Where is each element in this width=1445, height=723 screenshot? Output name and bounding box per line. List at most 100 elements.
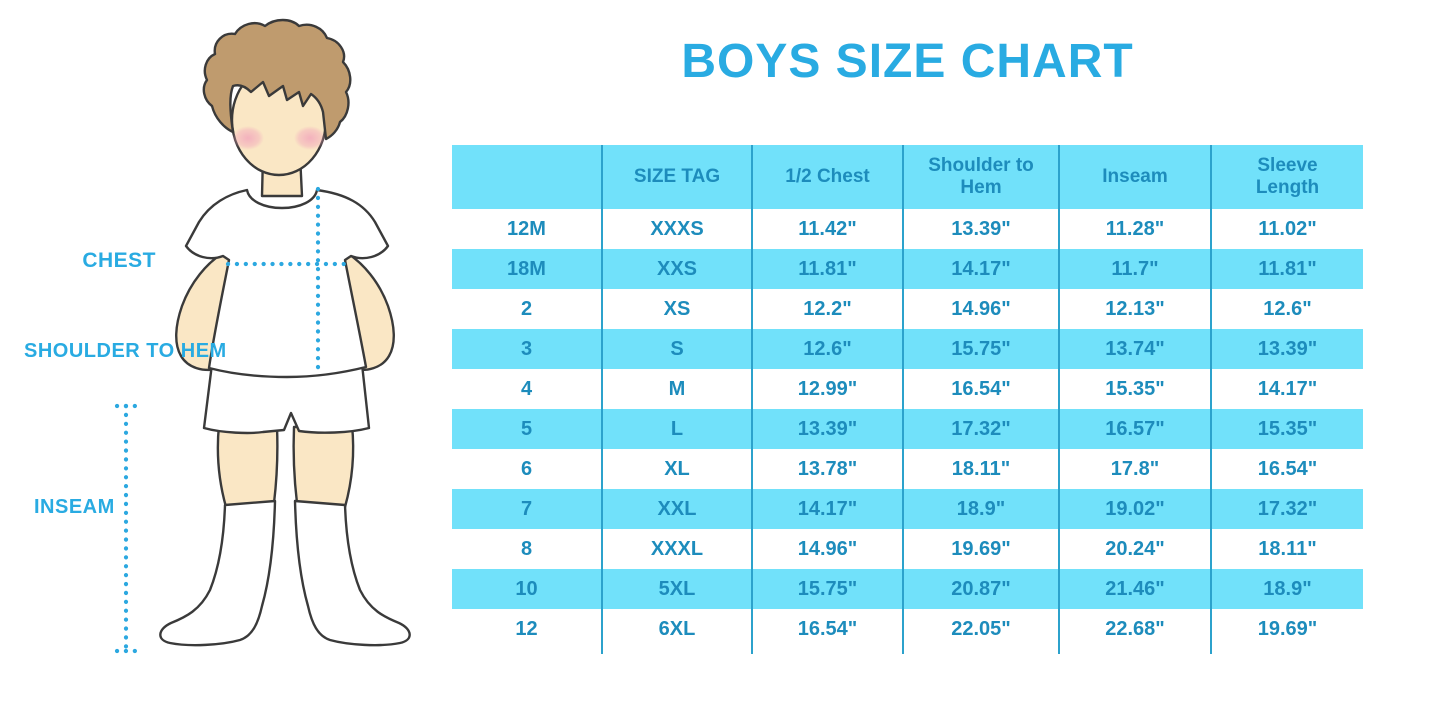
value-cell: 18.9": [902, 489, 1059, 529]
value-cell: 16.54": [751, 609, 903, 649]
value-cell: 12.6": [751, 329, 903, 369]
value-cell: 6XL: [601, 609, 752, 649]
value-cell: 15.35": [1210, 409, 1363, 449]
value-cell: 18.11": [1210, 529, 1363, 569]
value-cell: 15.35": [1058, 369, 1211, 409]
value-cell: 5XL: [601, 569, 752, 609]
boy-right-leg: [292, 423, 355, 509]
value-cell: 22.68": [1058, 609, 1211, 649]
value-cell: 12.99": [751, 369, 903, 409]
value-cell: 11.28": [1058, 209, 1211, 249]
size-cell: 6: [452, 449, 602, 489]
size-cell: 5: [452, 409, 602, 449]
value-cell: 14.17": [902, 249, 1059, 289]
value-cell: 12.6": [1210, 289, 1363, 329]
value-cell: XL: [601, 449, 752, 489]
value-cell: XXL: [601, 489, 752, 529]
table-row: 6 XL 13.78" 18.11" 17.8" 16.54": [452, 449, 1363, 489]
value-cell: 11.81": [1210, 249, 1363, 289]
header-sleeve-length: Sleeve Length: [1210, 145, 1363, 209]
value-cell: 20.24": [1058, 529, 1211, 569]
size-cell: 8: [452, 529, 602, 569]
value-cell: S: [601, 329, 752, 369]
header-shoulder-to-hem: Shoulder to Hem: [902, 145, 1059, 209]
size-cell: 18M: [452, 249, 602, 289]
size-cell: 12M: [452, 209, 602, 249]
chest-label: CHEST: [82, 249, 156, 272]
header-size: [452, 145, 602, 209]
boy-left-cheek: [232, 126, 264, 150]
value-cell: L: [601, 409, 752, 449]
value-cell: XXXL: [601, 529, 752, 569]
value-cell: 13.74": [1058, 329, 1211, 369]
table-row: 18M XXS 11.81" 14.17" 11.7" 11.81": [452, 249, 1363, 289]
inseam-label: INSEAM: [34, 496, 115, 518]
value-cell: 18.11": [902, 449, 1059, 489]
value-cell: M: [601, 369, 752, 409]
header-inseam: Inseam: [1058, 145, 1211, 209]
boy-right-sock: [293, 499, 411, 647]
value-cell: 11.7": [1058, 249, 1211, 289]
table-row: 4 M 12.99" 16.54" 15.35" 14.17": [452, 369, 1363, 409]
value-cell: 13.39": [751, 409, 903, 449]
size-cell: 4: [452, 369, 602, 409]
value-cell: 22.05": [902, 609, 1059, 649]
value-cell: 18.9": [1210, 569, 1363, 609]
size-table-grid-stub: [452, 649, 1363, 654]
value-cell: 15.75": [751, 569, 903, 609]
table-row: 2 XS 12.2" 14.96" 12.13" 12.6": [452, 289, 1363, 329]
table-row: 12 6XL 16.54" 22.05" 22.68" 19.69": [452, 609, 1363, 649]
value-cell: 20.87": [902, 569, 1059, 609]
size-cell: 3: [452, 329, 602, 369]
value-cell: 11.81": [751, 249, 903, 289]
boy-left-sock: [159, 499, 277, 647]
table-row: 7 XXL 14.17" 18.9" 19.02" 17.32": [452, 489, 1363, 529]
value-cell: 19.69": [1210, 609, 1363, 649]
value-cell: 12.13": [1058, 289, 1211, 329]
value-cell: 19.02": [1058, 489, 1211, 529]
boy-hair: [202, 18, 352, 141]
table-row: 8 XXXL 14.96" 19.69" 20.24" 18.11": [452, 529, 1363, 569]
value-cell: 17.8": [1058, 449, 1211, 489]
value-cell: XS: [601, 289, 752, 329]
value-cell: 16.57": [1058, 409, 1211, 449]
value-cell: 11.02": [1210, 209, 1363, 249]
table-row: 12M XXXS 11.42" 13.39" 11.28" 11.02": [452, 209, 1363, 249]
size-table: SIZE TAG 1/2 Chest Shoulder to Hem Insea…: [452, 145, 1363, 654]
value-cell: 13.39": [902, 209, 1059, 249]
size-table-body: 12M XXXS 11.42" 13.39" 11.28" 11.02" 18M XXS 11.…: [452, 209, 1363, 649]
value-cell: 16.54": [1210, 449, 1363, 489]
value-cell: 17.32": [1210, 489, 1363, 529]
size-cell: 12: [452, 609, 602, 649]
table-row: 5 L 13.39" 17.32" 16.57" 15.35": [452, 409, 1363, 449]
value-cell: 11.42": [751, 209, 903, 249]
value-cell: 13.39": [1210, 329, 1363, 369]
value-cell: 14.17": [751, 489, 903, 529]
header-half-chest: 1/2 Chest: [751, 145, 903, 209]
value-cell: 17.32": [902, 409, 1059, 449]
boy-right-cheek: [294, 126, 326, 150]
boy-illustration: [114, 18, 411, 654]
header-size-tag: SIZE TAG: [601, 145, 752, 209]
boy-left-leg: [216, 423, 279, 509]
size-table-header: SIZE TAG 1/2 Chest Shoulder to Hem Insea…: [452, 145, 1363, 209]
value-cell: 14.96": [902, 289, 1059, 329]
page-title: BOYS SIZE CHART: [681, 35, 1134, 88]
value-cell: 13.78": [751, 449, 903, 489]
table-row: 10 5XL 15.75" 20.87" 21.46" 18.9": [452, 569, 1363, 609]
size-cell: 2: [452, 289, 602, 329]
table-row: 3 S 12.6" 15.75" 13.74" 13.39": [452, 329, 1363, 369]
inseam-measure-line: [114, 403, 146, 654]
value-cell: 14.17": [1210, 369, 1363, 409]
value-cell: XXS: [601, 249, 752, 289]
boy-shorts: [202, 362, 371, 435]
value-cell: 19.69": [902, 529, 1059, 569]
size-cell: 10: [452, 569, 602, 609]
value-cell: XXXS: [601, 209, 752, 249]
value-cell: 21.46": [1058, 569, 1211, 609]
value-cell: 15.75": [902, 329, 1059, 369]
shoulder-to-hem-label: SHOULDER TO HEM: [24, 340, 227, 362]
size-cell: 7: [452, 489, 602, 529]
value-cell: 14.96": [751, 529, 903, 569]
